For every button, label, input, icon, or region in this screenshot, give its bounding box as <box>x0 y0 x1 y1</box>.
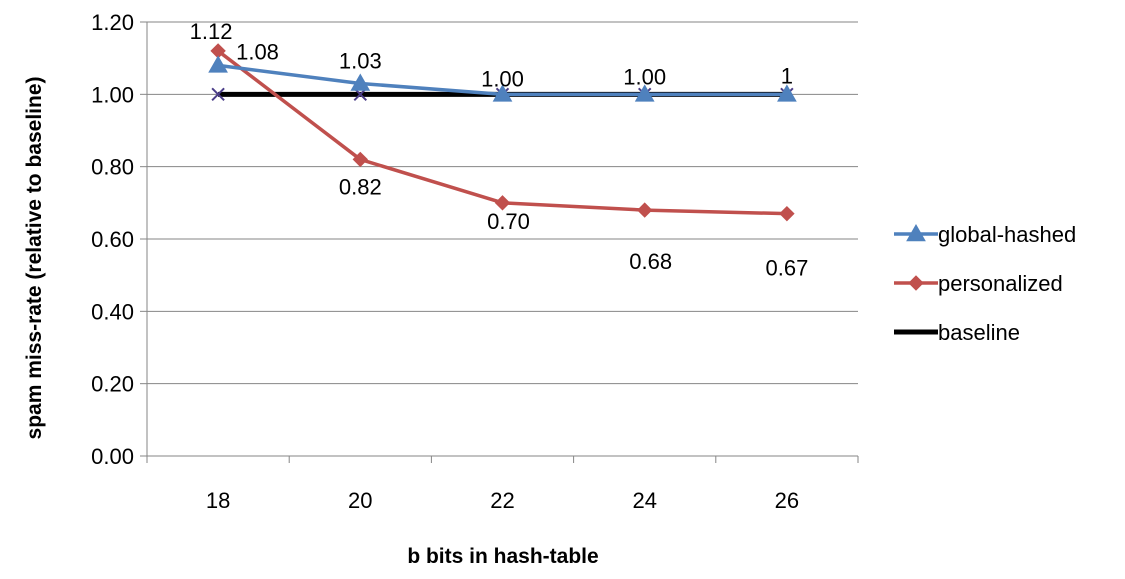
data-label-global-hashed: 1.08 <box>236 39 279 64</box>
y-tick-label: 0.40 <box>91 299 134 324</box>
x-tick-label: 26 <box>775 488 799 513</box>
legend-label: baseline <box>938 320 1020 345</box>
y-tick-label: 1.20 <box>91 10 134 35</box>
legend-label: global-hashed <box>938 222 1076 247</box>
legend-item-baseline: baseline <box>894 320 1020 345</box>
data-label-personalized: 0.67 <box>765 256 808 281</box>
data-point-personalized <box>636 202 653 218</box>
data-label-global-hashed: 1.00 <box>481 66 524 91</box>
data-labels: 1.08 1.03 1.00 1.00 1 1.12 0.82 0.70 0.68 0.67 <box>190 19 809 281</box>
data-point-global-hashed <box>634 84 655 102</box>
data-point-global-hashed <box>350 73 371 91</box>
axes: 0.00 0.20 0.40 0.60 0.80 1.00 1.20 18 20 22 24 26 <box>91 10 859 513</box>
x-axis-title: b bits in hash-table <box>407 545 598 568</box>
data-point-global-hashed <box>777 84 797 102</box>
y-tick-label: 0.20 <box>91 372 134 397</box>
y-tick-label: 0.60 <box>91 227 134 252</box>
data-point-personalized <box>779 205 795 222</box>
data-label-personalized: 0.68 <box>629 249 672 274</box>
y-tick-label: 0.00 <box>91 444 134 469</box>
data-label-personalized: 0.70 <box>487 209 530 234</box>
data-label-personalized: 0.82 <box>339 174 382 199</box>
legend-swatch-marker <box>906 223 926 242</box>
y-axis-title: spam miss-rate (relative to baseline) <box>23 77 46 440</box>
x-marker-stroke <box>211 87 225 102</box>
legend-item-personalized: personalized <box>894 271 1063 296</box>
y-tick-label: 1.00 <box>91 82 134 107</box>
data-point-global-hashed <box>208 55 228 73</box>
series <box>208 43 797 222</box>
x-tick-label: 20 <box>348 488 372 513</box>
data-point-baseline <box>211 87 225 102</box>
data-point-global-hashed <box>492 84 513 102</box>
legend: global-hashed personalized baseline <box>894 222 1076 345</box>
legend-label: personalized <box>938 271 1063 296</box>
x-tick-label: 18 <box>206 488 230 513</box>
data-point-personalized <box>352 151 369 168</box>
x-tick-label: 24 <box>632 488 656 513</box>
data-point-personalized <box>494 195 511 211</box>
x-tick-label: 22 <box>490 488 514 513</box>
data-label-global-hashed: 1.03 <box>339 48 382 73</box>
data-label-personalized: 1.12 <box>190 19 233 44</box>
data-label-global-hashed: 1.00 <box>623 64 666 89</box>
legend-swatch-marker <box>908 275 924 291</box>
legend-item-global-hashed: global-hashed <box>894 222 1076 247</box>
y-tick-label: 0.80 <box>91 155 134 180</box>
data-label-global-hashed: 1 <box>781 63 793 88</box>
